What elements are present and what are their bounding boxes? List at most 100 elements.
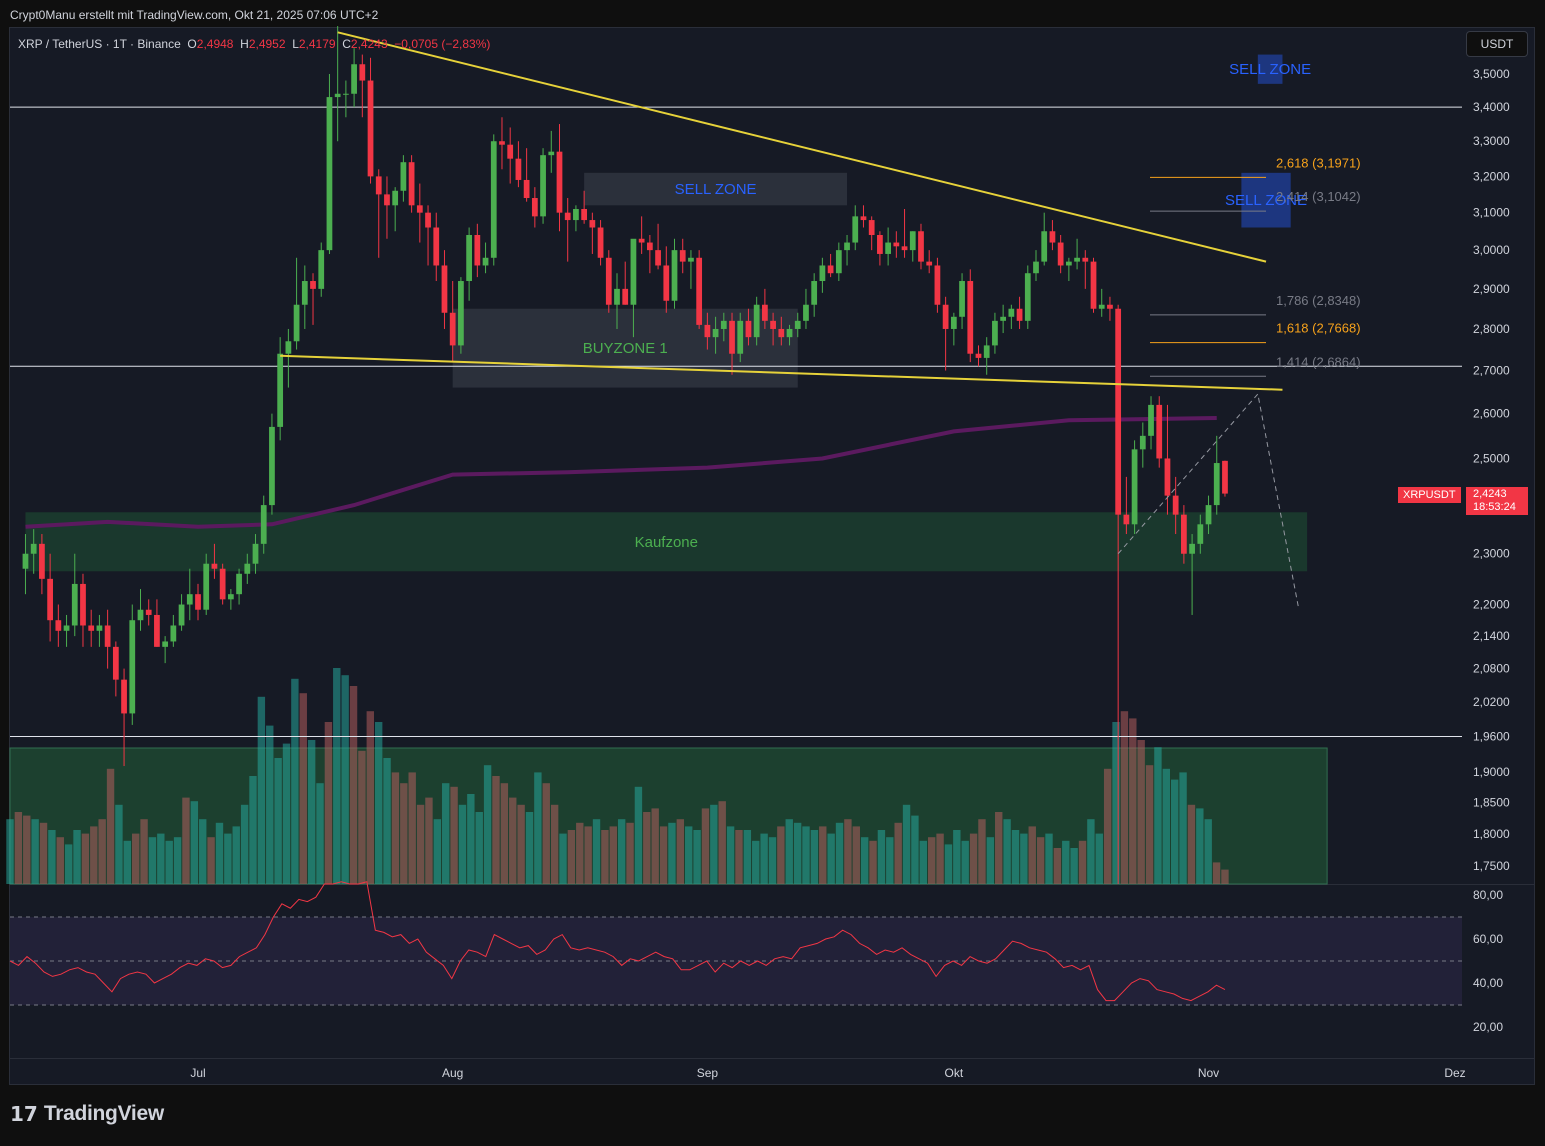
candles-layer xyxy=(22,26,1228,884)
candle-body xyxy=(351,64,357,94)
volume-bar xyxy=(919,840,928,884)
candle-body xyxy=(1172,495,1179,515)
candle-body xyxy=(515,158,522,180)
volume-bar xyxy=(1020,833,1028,884)
candle-body xyxy=(203,563,210,610)
candle-body xyxy=(1057,242,1064,266)
candle-body xyxy=(605,257,612,305)
volume-bar xyxy=(299,693,307,884)
volume-bar xyxy=(567,830,576,884)
volume-bar xyxy=(542,783,550,884)
footer-brand[interactable]: 17 TradingView xyxy=(10,1102,164,1126)
candle-body xyxy=(860,216,867,221)
candle-body xyxy=(236,573,242,595)
volume-bar xyxy=(307,740,316,884)
volume-bar xyxy=(6,819,14,884)
candle-body xyxy=(269,426,275,506)
candle-body xyxy=(252,543,259,564)
volume-bar xyxy=(450,786,458,884)
trendlines-layer xyxy=(280,31,1300,610)
candle-body xyxy=(531,198,538,217)
candle-body xyxy=(737,320,744,354)
high-label: H xyxy=(240,37,249,51)
volume-bar xyxy=(668,822,676,884)
moving-average-layer xyxy=(25,416,1217,529)
zone-label: SELL ZONE xyxy=(1225,192,1307,209)
change-value: −0,0705 (−2,83%) xyxy=(394,37,491,51)
open-label: O xyxy=(187,37,197,51)
price-tick-label: 3,5000 xyxy=(1473,67,1510,81)
price-tick-label: 1,9600 xyxy=(1473,730,1510,744)
volume-bar xyxy=(1112,722,1120,884)
low-label: L xyxy=(292,37,299,51)
candle-body xyxy=(1197,524,1204,544)
candle-body xyxy=(39,543,45,579)
price-tick-label: 2,2000 xyxy=(1473,598,1510,612)
candle-body xyxy=(540,155,546,217)
trendline xyxy=(337,31,1267,263)
candle-body xyxy=(121,679,127,714)
volume-layer xyxy=(6,668,1328,885)
candle-body xyxy=(835,250,842,274)
volume-bar xyxy=(1120,711,1129,884)
candle-body xyxy=(696,257,703,325)
rsi-line xyxy=(9,881,1226,1002)
volume-bar xyxy=(358,750,366,884)
candle-body xyxy=(959,281,965,317)
volume-bar xyxy=(743,830,752,884)
volume-bar xyxy=(835,822,844,884)
volume-bar xyxy=(785,819,793,884)
price-tick-label: 3,4000 xyxy=(1473,100,1510,114)
time-tick-label: Jul xyxy=(190,1066,205,1080)
candle-body xyxy=(301,281,308,305)
candle-body xyxy=(844,242,850,251)
volume-bar xyxy=(886,837,894,884)
candle-body xyxy=(145,609,152,615)
volume-bar xyxy=(391,772,400,884)
volume-bar xyxy=(324,722,333,884)
volume-bar xyxy=(1221,869,1229,884)
candle-body xyxy=(137,609,144,621)
candle-body xyxy=(1148,404,1154,436)
moving-average-line xyxy=(25,416,1217,529)
volume-bar xyxy=(927,837,936,884)
volume-bar xyxy=(768,837,777,884)
open-value: 2,4948 xyxy=(196,37,234,51)
currency-button[interactable]: USDT xyxy=(1466,31,1528,57)
candle-body xyxy=(688,257,694,262)
candle-body xyxy=(343,93,349,95)
rsi-tick-label: 40,00 xyxy=(1473,976,1503,990)
candle-body xyxy=(367,80,374,177)
candle-body xyxy=(992,320,998,346)
volume-bar xyxy=(601,830,609,884)
price-tick-label: 1,9000 xyxy=(1473,765,1510,779)
candle-body xyxy=(400,162,407,191)
volume-bar xyxy=(819,826,827,884)
candle-body xyxy=(901,246,908,251)
volume-bar xyxy=(693,830,701,884)
volume-bar xyxy=(1036,837,1045,884)
candle-body xyxy=(868,220,875,236)
volume-bar xyxy=(953,830,961,884)
volume-bar xyxy=(1070,848,1078,884)
candle-body xyxy=(877,235,883,254)
volume-bar xyxy=(643,812,651,884)
candle-body xyxy=(507,144,514,159)
volume-bar xyxy=(701,808,710,884)
candle-body xyxy=(416,205,423,213)
candle-body xyxy=(1016,308,1023,321)
zone-box xyxy=(1257,54,1283,84)
candle-body xyxy=(614,288,620,305)
candle-body xyxy=(1033,261,1039,274)
candle-body xyxy=(950,316,957,329)
volume-bar xyxy=(1095,833,1103,884)
volume-bar xyxy=(860,837,869,884)
candle-body xyxy=(326,97,333,251)
volume-bar xyxy=(626,822,634,884)
price-tick-label: 2,6000 xyxy=(1473,407,1510,421)
fib-label: 1,786 (2,8348) xyxy=(1276,293,1361,308)
symbol-name[interactable]: XRP / TetherUS · 1T · Binance xyxy=(18,37,181,51)
volume-bar xyxy=(366,711,374,884)
candle-body xyxy=(1049,231,1056,243)
